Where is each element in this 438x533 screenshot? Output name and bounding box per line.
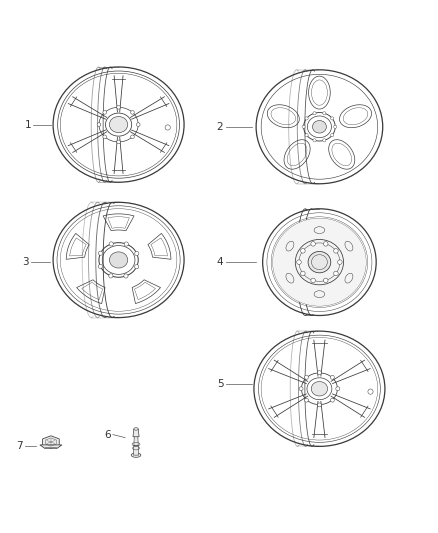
Circle shape <box>117 140 120 144</box>
Circle shape <box>300 248 305 253</box>
Polygon shape <box>133 429 139 437</box>
Ellipse shape <box>134 427 138 430</box>
Circle shape <box>103 135 106 139</box>
Circle shape <box>109 242 113 246</box>
Text: 4: 4 <box>217 257 223 267</box>
Circle shape <box>313 139 316 142</box>
Ellipse shape <box>131 453 141 457</box>
Circle shape <box>324 278 328 282</box>
Circle shape <box>297 260 301 264</box>
Text: 6: 6 <box>104 430 111 440</box>
Circle shape <box>302 125 305 128</box>
Text: 1: 1 <box>25 119 31 130</box>
Ellipse shape <box>272 218 366 306</box>
Text: 5: 5 <box>217 379 223 390</box>
Ellipse shape <box>110 252 128 268</box>
Circle shape <box>331 117 334 120</box>
Circle shape <box>311 278 315 282</box>
Circle shape <box>97 123 101 126</box>
Text: 7: 7 <box>16 440 22 450</box>
Circle shape <box>134 264 139 269</box>
Polygon shape <box>42 436 59 448</box>
Circle shape <box>124 242 128 246</box>
Circle shape <box>300 271 305 276</box>
Polygon shape <box>134 446 139 455</box>
Circle shape <box>323 139 326 142</box>
Circle shape <box>330 398 334 402</box>
Ellipse shape <box>110 117 128 133</box>
Polygon shape <box>40 445 62 448</box>
Circle shape <box>313 111 316 115</box>
Text: 3: 3 <box>22 257 29 267</box>
Circle shape <box>304 375 308 379</box>
Circle shape <box>99 251 102 255</box>
Text: 2: 2 <box>217 122 223 132</box>
Circle shape <box>299 387 303 391</box>
Circle shape <box>318 370 321 375</box>
Circle shape <box>305 117 308 120</box>
Circle shape <box>103 110 106 114</box>
Circle shape <box>318 403 321 407</box>
Circle shape <box>304 398 308 402</box>
Ellipse shape <box>311 382 328 396</box>
Circle shape <box>124 274 128 278</box>
Circle shape <box>334 125 337 128</box>
Circle shape <box>131 110 134 114</box>
Circle shape <box>323 111 326 115</box>
Ellipse shape <box>312 120 326 133</box>
Circle shape <box>334 248 338 253</box>
Circle shape <box>331 134 334 137</box>
Circle shape <box>305 134 308 137</box>
Polygon shape <box>134 436 138 446</box>
Circle shape <box>109 274 113 278</box>
Circle shape <box>336 387 340 391</box>
Circle shape <box>311 241 315 246</box>
Circle shape <box>136 123 140 126</box>
Circle shape <box>117 106 120 109</box>
Circle shape <box>98 264 102 269</box>
Circle shape <box>131 135 134 139</box>
Circle shape <box>135 252 139 255</box>
Ellipse shape <box>308 252 331 273</box>
Circle shape <box>330 375 334 379</box>
Circle shape <box>324 241 328 246</box>
Circle shape <box>334 271 338 276</box>
Circle shape <box>338 260 342 264</box>
